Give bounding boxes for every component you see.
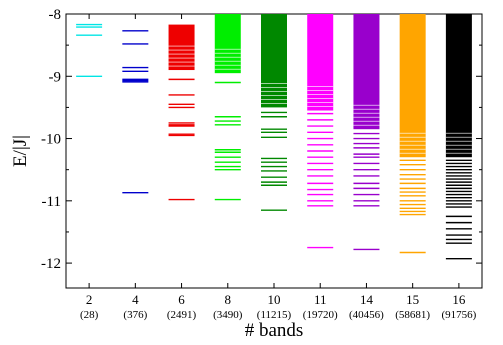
dense-level-band — [353, 14, 380, 130]
x-tick-count: (28) — [80, 309, 99, 321]
y-axis: -8 -9 -10 -11 -12 — [41, 7, 482, 272]
x-axis: 2 (28) 4 (376) 6 (2491) 8 (3490) 10 (11215) 11 (197… — [80, 14, 477, 321]
x-tick-label: 10 — [268, 292, 281, 307]
series-15-bands — [399, 14, 426, 254]
x-tick-label: 14 — [360, 292, 374, 307]
dense-level-band — [445, 14, 472, 158]
y-axis-title: E/|J| — [10, 135, 31, 167]
x-tick-label: 2 — [86, 292, 93, 307]
dense-level-band — [261, 14, 287, 108]
y-tick-label: -8 — [49, 7, 62, 23]
y-tick-label: -11 — [42, 194, 61, 210]
x-tick-count: (40456) — [349, 309, 384, 321]
y-tick-label: -12 — [41, 256, 61, 272]
x-axis-title: # bands — [245, 320, 304, 341]
series-14-bands — [353, 14, 380, 251]
x-tick-label: 11 — [314, 292, 327, 307]
x-tick-label: 6 — [178, 292, 185, 307]
series-11-bands — [307, 14, 334, 249]
x-tick-count: (2491) — [167, 309, 197, 321]
series-16-bands — [445, 14, 472, 260]
series-6-bands — [168, 24, 195, 201]
x-tick-label: 4 — [132, 292, 139, 307]
x-tick-label: 15 — [406, 292, 419, 307]
dense-level-band — [307, 14, 334, 111]
series-2-bands — [76, 23, 103, 77]
series-10-bands — [261, 14, 287, 211]
series-group — [76, 14, 472, 260]
y-tick-label: -10 — [41, 132, 61, 148]
x-tick-count: (19720) — [303, 309, 338, 321]
x-tick-count: (11215) — [257, 309, 292, 321]
series-8-bands — [214, 14, 241, 201]
dense-level-band — [399, 14, 426, 158]
x-tick-count: (91756) — [441, 309, 476, 321]
series-4-bands — [122, 30, 149, 194]
x-tick-count: (3490) — [213, 309, 243, 321]
x-tick-label: 8 — [225, 292, 232, 307]
x-tick-label: 16 — [452, 292, 466, 307]
y-tick-label: -9 — [49, 69, 62, 85]
dense-level-band — [214, 14, 241, 74]
x-tick-count: (58681) — [395, 309, 430, 321]
x-tick-count: (376) — [123, 309, 147, 321]
dense-level-band — [168, 24, 195, 71]
